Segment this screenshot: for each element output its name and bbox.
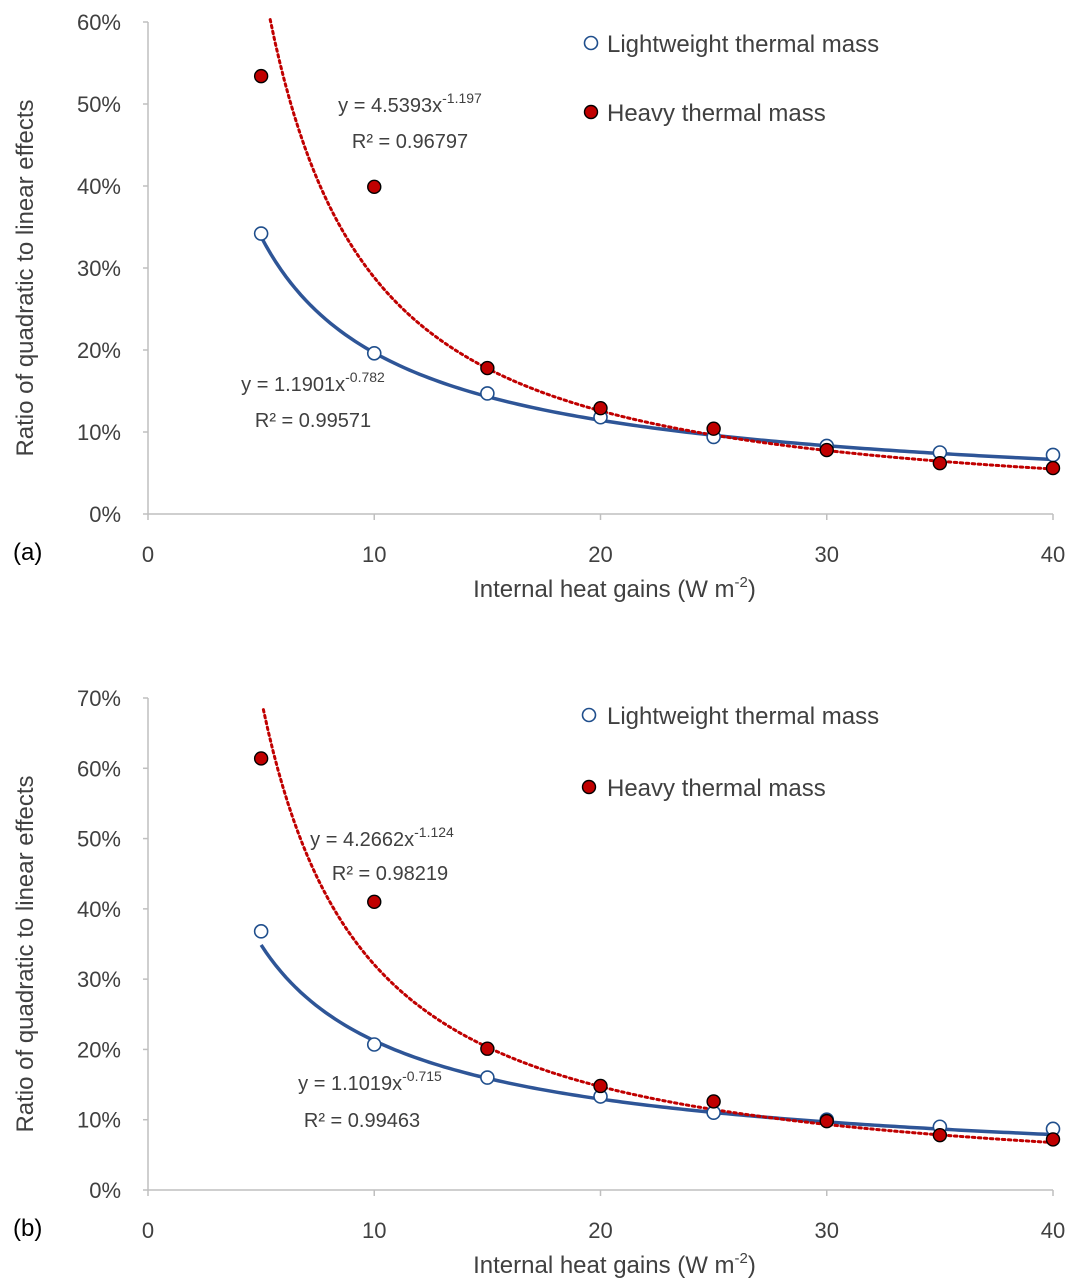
r-squared-heavy: R² = 0.96797 xyxy=(352,131,468,153)
x-tick-label: 0 xyxy=(142,1218,154,1243)
y-tick-label: 10% xyxy=(77,1108,121,1133)
data-point-heavy xyxy=(480,360,495,376)
trendline-heavy xyxy=(261,708,1055,1145)
panel-label: (b) xyxy=(13,1215,42,1242)
r-squared-heavy: R² = 0.98219 xyxy=(332,863,448,885)
legend-label-heavy: Heavy thermal mass xyxy=(607,775,826,802)
trendline-heavy xyxy=(268,18,1055,471)
legend-label-heavy: Heavy thermal mass xyxy=(607,100,826,127)
data-point-heavy xyxy=(932,1127,948,1143)
y-tick-label: 70% xyxy=(77,686,121,711)
trendline-equation-heavy: y = 4.5393x-1.197 xyxy=(338,90,482,117)
chart-panel-a: 0% 10% 20% 30% 40% 50% 60% 0 10 20 30 40 Internal he… xyxy=(12,10,1065,603)
trendline-equation-lightweight: y = 1.1019x-0.715 xyxy=(298,1068,442,1095)
data-point-heavy xyxy=(593,1078,608,1094)
legend-marker-heavy xyxy=(581,779,597,795)
x-axis-title: Internal heat gains (W m-2) xyxy=(473,574,756,603)
panel-label: (a) xyxy=(13,539,42,566)
y-axis-title: Ratio of quadratic to linear effects xyxy=(12,775,39,1132)
y-tick-label: 0% xyxy=(89,1178,121,1203)
y-tick-label: 30% xyxy=(77,256,121,281)
y-tick-label: 20% xyxy=(77,338,121,363)
data-point-lightweight xyxy=(366,1037,382,1052)
data-point-lightweight xyxy=(253,924,269,939)
x-tick-label: 10 xyxy=(362,1218,386,1243)
x-axis-title: Internal heat gains (W m-2) xyxy=(473,1250,756,1279)
legend-label-lightweight: Lightweight thermal mass xyxy=(607,31,879,58)
data-point-heavy xyxy=(1045,460,1061,476)
y-tick-label: 60% xyxy=(77,10,121,35)
x-tick-label: 10 xyxy=(362,542,386,567)
data-point-heavy xyxy=(253,68,269,84)
x-tick-label: 20 xyxy=(588,542,612,567)
y-tick-label: 40% xyxy=(77,897,121,922)
data-point-lightweight xyxy=(1045,447,1061,463)
data-point-heavy xyxy=(367,894,382,910)
x-tick-label: 30 xyxy=(815,1218,839,1243)
data-point-heavy xyxy=(593,401,608,416)
y-tick-label: 20% xyxy=(77,1037,121,1062)
data-point-heavy xyxy=(480,1041,495,1056)
y-tick-label: 50% xyxy=(77,92,121,117)
data-point-lightweight xyxy=(253,226,269,241)
y-tick-label: 60% xyxy=(77,756,121,781)
trendline-lightweight xyxy=(259,235,1054,462)
y-tick-label: 50% xyxy=(77,827,121,852)
y-tick-label: 0% xyxy=(89,502,121,527)
trendline-equation-lightweight: y = 1.1901x-0.782 xyxy=(241,369,385,396)
chart-panel-b: 0% 10% 20% 30% 40% 50% 60% 70% 0 10 20 30 40 Internal… xyxy=(12,686,1065,1279)
y-tick-label: 30% xyxy=(77,967,121,992)
data-point-heavy xyxy=(253,751,269,766)
data-point-heavy xyxy=(1045,1132,1061,1147)
y-axis-title: Ratio of quadratic to linear effects xyxy=(12,99,39,456)
x-tick-label: 0 xyxy=(142,542,154,567)
trendline-lightweight xyxy=(259,943,1054,1137)
legend-marker-heavy xyxy=(583,104,599,120)
r-squared-lightweight: R² = 0.99571 xyxy=(255,410,371,432)
data-point-heavy xyxy=(819,1113,834,1129)
legend-marker-lightweight xyxy=(583,35,599,51)
data-point-heavy xyxy=(932,455,948,471)
data-point-lightweight xyxy=(366,345,382,361)
x-tick-label: 30 xyxy=(815,542,839,567)
data-point-heavy xyxy=(819,442,834,458)
y-tick-label: 40% xyxy=(77,174,121,199)
data-point-heavy xyxy=(706,421,721,436)
trendline-equation-heavy: y = 4.2662x-1.124 xyxy=(310,824,454,851)
y-tick-label: 10% xyxy=(77,420,121,445)
x-tick-label: 40 xyxy=(1041,542,1065,567)
data-point-heavy xyxy=(706,1094,721,1109)
x-tick-label: 20 xyxy=(588,1218,612,1243)
r-squared-lightweight: R² = 0.99463 xyxy=(304,1110,420,1132)
legend-label-lightweight: Lightweight thermal mass xyxy=(607,703,879,730)
data-point-lightweight xyxy=(480,386,495,401)
data-point-lightweight xyxy=(480,1070,495,1085)
data-point-heavy xyxy=(367,179,382,195)
legend-marker-lightweight xyxy=(581,707,597,723)
x-tick-label: 40 xyxy=(1041,1218,1065,1243)
